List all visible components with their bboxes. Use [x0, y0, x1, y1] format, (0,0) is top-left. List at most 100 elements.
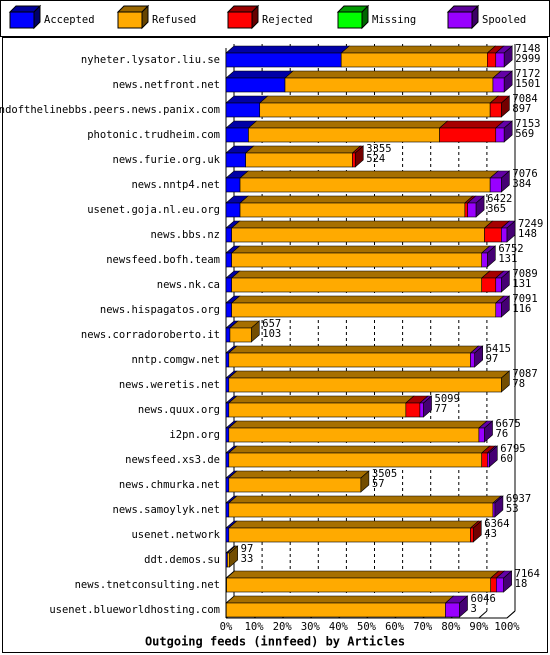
bar-segment — [230, 270, 491, 293]
legend-swatch — [447, 11, 473, 29]
bar-side — [503, 120, 513, 143]
bar-front — [225, 127, 249, 143]
bar-side — [360, 470, 370, 493]
bar-side — [487, 245, 496, 268]
tick-mark — [478, 610, 488, 619]
bar-front — [225, 177, 241, 193]
bar-front — [481, 252, 488, 268]
bar-front — [496, 577, 504, 593]
bar-top — [230, 295, 505, 304]
bar-front — [487, 52, 497, 68]
y-tick-label: news.hispagatos.org — [100, 304, 220, 316]
bar-side — [475, 195, 485, 218]
bar-front — [225, 352, 230, 368]
value-label: 18 — [515, 578, 528, 590]
bar-front — [239, 177, 491, 193]
value-label: 3505 — [372, 468, 397, 480]
value-label: 6422 — [487, 193, 512, 205]
bar-top — [225, 570, 500, 579]
value-label: 77 — [435, 403, 448, 415]
value-label: 97 — [241, 543, 254, 555]
legend-label: Spooled — [482, 14, 526, 26]
bar-front — [226, 577, 492, 593]
bar-side — [488, 445, 498, 468]
bar-segment — [228, 520, 480, 543]
bar-front — [470, 527, 474, 543]
x-tick-label: 60% — [385, 621, 405, 633]
bar-front — [225, 327, 231, 343]
bar-front — [478, 427, 485, 443]
value-label: 78 — [512, 378, 525, 390]
bar-segment — [225, 195, 249, 218]
value-label: 7089 — [512, 268, 537, 280]
bar-front — [439, 127, 497, 143]
bar-side — [474, 345, 483, 368]
value-label: 2999 — [515, 53, 540, 65]
bar-front — [481, 452, 488, 468]
bar-front — [225, 302, 232, 318]
x-tick-label: 0% — [220, 621, 233, 633]
legend-swatch — [9, 11, 35, 29]
bar-segment — [225, 120, 258, 143]
bar-front — [225, 477, 230, 493]
bar-side — [229, 545, 238, 568]
bar-segment — [225, 70, 294, 93]
bar-segment — [244, 145, 362, 168]
bar-front — [245, 152, 353, 168]
bar-front — [467, 202, 477, 218]
bar-top — [225, 595, 455, 604]
y-tick-label: ddt.demos.su — [144, 554, 220, 566]
bar-top — [258, 95, 499, 104]
bar-front — [231, 252, 483, 268]
x-tick-label: 80% — [441, 621, 461, 633]
y-tick-label: news.chmurka.net — [119, 479, 220, 491]
bar-front — [231, 277, 483, 293]
x-tick-label: 70% — [413, 621, 433, 633]
bar-front — [225, 377, 230, 393]
value-label: 1501 — [515, 78, 540, 90]
bar-front — [225, 52, 342, 68]
bar-front — [419, 402, 424, 418]
bar-front — [231, 302, 497, 318]
y-tick-label: newsfeed.xs3.de — [125, 454, 220, 466]
bar-segment — [229, 320, 261, 343]
bar-front — [228, 452, 483, 468]
legend-label: Rejected — [262, 14, 313, 26]
bar-top — [228, 470, 370, 479]
y-tick-label: newsfeed.bofh.team — [106, 254, 220, 266]
bar-front — [340, 52, 488, 68]
bar-front — [228, 352, 471, 368]
bar-front — [225, 252, 232, 268]
value-label: 6046 — [471, 593, 496, 605]
bar-segment — [228, 345, 480, 368]
bar-segment — [228, 470, 370, 493]
bar-segment — [438, 120, 505, 143]
value-label: 6364 — [484, 518, 509, 530]
bar-front — [231, 227, 485, 243]
y-tick-label: news.bbs.nz — [150, 229, 220, 241]
bar-top — [247, 120, 449, 129]
value-label: 6937 — [506, 493, 531, 505]
value-label: 60 — [500, 453, 513, 465]
bar-side — [501, 370, 510, 393]
value-label: 3355 — [366, 143, 391, 155]
bar-segment — [228, 420, 488, 443]
bar-front — [489, 102, 502, 118]
bar-front — [228, 502, 494, 518]
bar-side — [506, 220, 516, 243]
bar-front — [470, 352, 475, 368]
value-label: 7076 — [512, 168, 537, 180]
bar-front — [495, 302, 502, 318]
value-label: 7249 — [518, 218, 543, 230]
y-tick-label: news.furie.org.uk — [113, 154, 221, 166]
value-label: 3 — [471, 603, 477, 615]
bar-front — [352, 152, 356, 168]
bar-front — [225, 427, 230, 443]
bar-front — [228, 527, 471, 543]
value-label: 33 — [241, 553, 254, 565]
bar-segment — [225, 45, 351, 68]
bar-top — [228, 395, 415, 404]
bar-front — [225, 202, 241, 218]
bar-front — [481, 277, 497, 293]
bar-front — [227, 552, 230, 568]
